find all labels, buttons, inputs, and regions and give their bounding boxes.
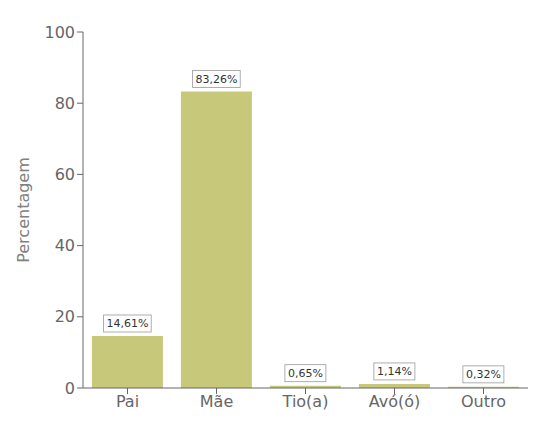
svg-text:Avó(ó): Avó(ó) xyxy=(369,392,421,411)
svg-text:Tio(a): Tio(a) xyxy=(282,392,329,411)
svg-text:83,26%: 83,26% xyxy=(195,73,237,86)
svg-text:0,32%: 0,32% xyxy=(466,368,501,381)
svg-text:80: 80 xyxy=(55,94,75,113)
svg-text:Mãe: Mãe xyxy=(200,392,233,411)
svg-text:0,65%: 0,65% xyxy=(288,367,323,380)
svg-text:20: 20 xyxy=(55,307,75,326)
svg-text:Percentagem: Percentagem xyxy=(14,157,33,263)
svg-text:Outro: Outro xyxy=(461,392,506,411)
svg-text:100: 100 xyxy=(44,23,75,42)
svg-text:60: 60 xyxy=(55,165,75,184)
svg-text:Pai: Pai xyxy=(116,392,139,411)
svg-text:14,61%: 14,61% xyxy=(106,317,148,330)
svg-text:0: 0 xyxy=(65,379,75,398)
svg-text:40: 40 xyxy=(55,236,75,255)
svg-text:1,14%: 1,14% xyxy=(377,365,412,378)
